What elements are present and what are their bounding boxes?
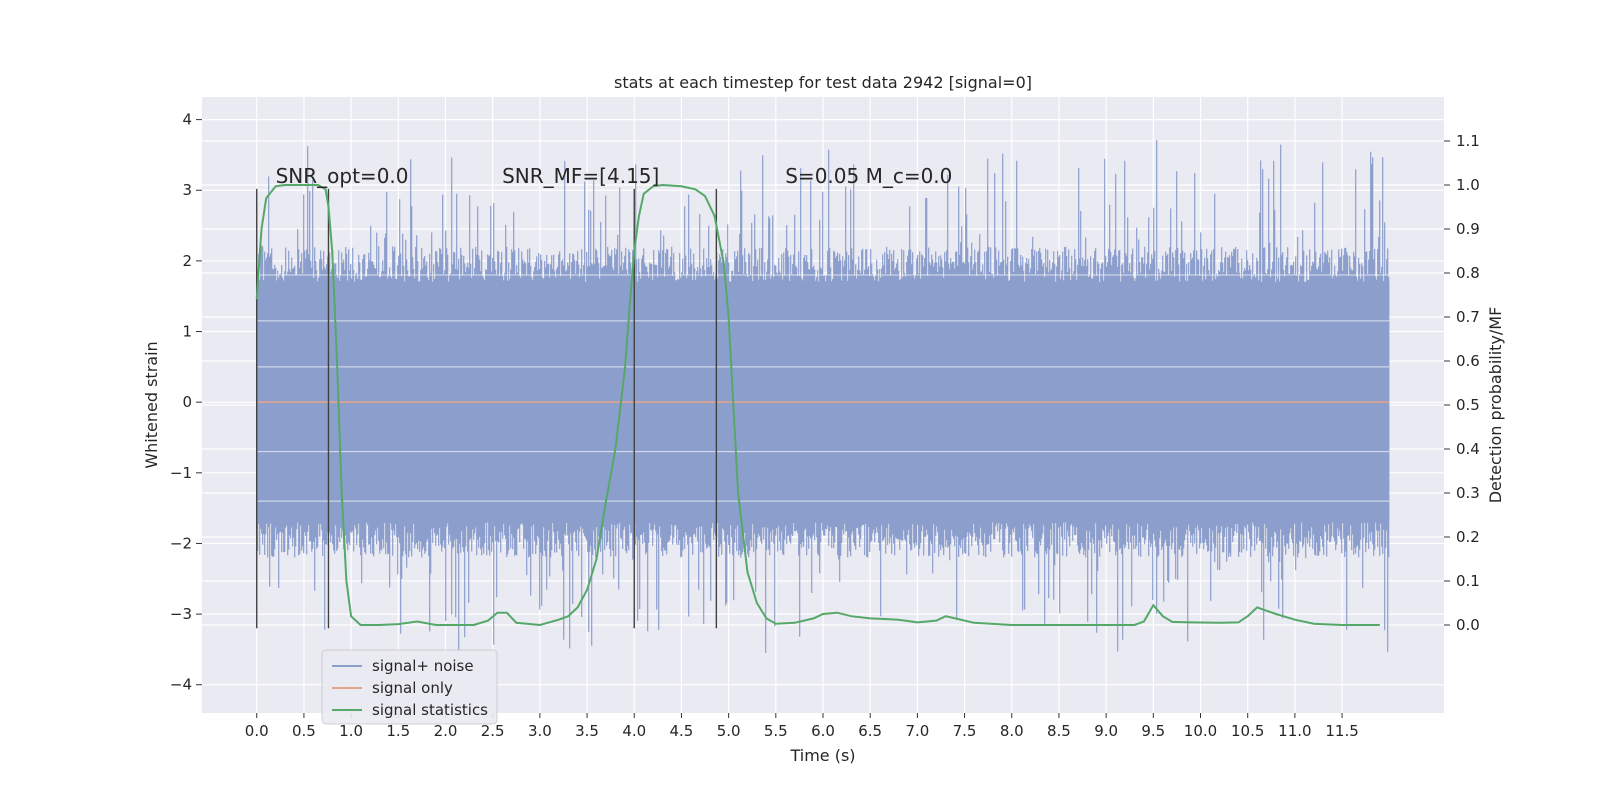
x-tick-label: 1.0 xyxy=(339,722,363,740)
y2-tick-label: 0.3 xyxy=(1456,484,1480,502)
y-axis-label: Whitened strain xyxy=(142,341,161,468)
y-tick-label: 4 xyxy=(182,111,192,129)
legend-label: signal+ noise xyxy=(372,657,474,675)
y2-tick-label: 0.7 xyxy=(1456,308,1480,326)
x-tick-label: 0.5 xyxy=(292,722,316,740)
x-tick-label: 0.0 xyxy=(245,722,269,740)
x-tick-label: 6.5 xyxy=(858,722,882,740)
signal-statistics-line xyxy=(255,183,1380,627)
y2-tick-label: 0.6 xyxy=(1456,352,1480,370)
legend: signal+ noise signal only signal statistic… xyxy=(321,649,498,725)
x-tick-label: 4.5 xyxy=(670,722,694,740)
annotation-text: S=0.05 M_c=0.0 xyxy=(785,164,952,188)
x-axis-ticks: 0.0 0.5 1.0 1.5 2.0 2.5 3.0 3.5 4.0 4.5 5.0 5.5 6.0 6… xyxy=(245,713,1359,740)
y-tick-label: 2 xyxy=(182,252,192,270)
x-tick-label: 4.0 xyxy=(622,722,646,740)
y-tick-label: −4 xyxy=(170,676,192,694)
y2-tick-label: 0.4 xyxy=(1456,440,1480,458)
x-tick-label: 2.5 xyxy=(481,722,505,740)
y2-tick-label: 0.5 xyxy=(1456,396,1480,414)
x-tick-label: 8.5 xyxy=(1047,722,1071,740)
y2-tick-label: 1.1 xyxy=(1456,132,1480,150)
annotation-text: SNR_MF=[4.15] xyxy=(502,164,659,188)
x-tick-label: 5.5 xyxy=(764,722,788,740)
x-tick-label: 11.0 xyxy=(1278,722,1311,740)
y-tick-label: −1 xyxy=(170,464,192,482)
x-tick-label: 2.0 xyxy=(434,722,458,740)
x-tick-label: 8.0 xyxy=(1000,722,1024,740)
x-tick-label: 5.0 xyxy=(717,722,741,740)
chart-title: stats at each timestep for test data 294… xyxy=(614,73,1032,92)
y2-tick-label: 0.1 xyxy=(1456,572,1480,590)
y2-axis-ticks: 0.0 0.1 0.2 0.3 0.4 0.5 0.6 0.7 0.8 0.9 1.0 1.1 xyxy=(1444,132,1480,634)
x-tick-label: 1.5 xyxy=(386,722,410,740)
y2-tick-label: 1.0 xyxy=(1456,176,1480,194)
annotation-text: SNR_opt=0.0 xyxy=(276,164,409,188)
legend-label: signal only xyxy=(372,679,453,697)
x-tick-label: 11.5 xyxy=(1325,722,1358,740)
y-tick-label: 3 xyxy=(182,181,192,199)
y-tick-label: −3 xyxy=(170,605,192,623)
annotations: SNR_opt=0.0 SNR_MF=[4.15] S=0.05 M_c=0.0 xyxy=(276,164,953,188)
y2-tick-label: 0.0 xyxy=(1456,616,1480,634)
y-tick-label: −2 xyxy=(170,534,192,552)
x-tick-label: 3.5 xyxy=(575,722,599,740)
x-tick-label: 10.5 xyxy=(1231,722,1264,740)
legend-label: signal statistics xyxy=(372,701,488,719)
x-tick-label: 9.0 xyxy=(1094,722,1118,740)
vertical-markers xyxy=(256,188,718,629)
x-tick-label: 7.5 xyxy=(953,722,977,740)
y2-tick-label: 0.9 xyxy=(1456,220,1480,238)
y2-tick-label: 0.2 xyxy=(1456,528,1480,546)
y2-axis-label: Detection probability/MF xyxy=(1486,307,1505,504)
x-tick-label: 3.0 xyxy=(528,722,552,740)
x-tick-label: 9.5 xyxy=(1141,722,1165,740)
x-tick-label: 6.0 xyxy=(811,722,835,740)
series-signal-statistics xyxy=(255,183,1380,627)
y-axis-ticks: −4 −3 −2 −1 0 1 2 3 4 xyxy=(170,111,202,694)
y-tick-label: 1 xyxy=(182,323,192,341)
y2-tick-label: 0.8 xyxy=(1456,264,1480,282)
x-axis-label: Time (s) xyxy=(789,746,855,765)
legend-box xyxy=(321,649,498,725)
x-tick-label: 7.0 xyxy=(905,722,929,740)
y-tick-label: 0 xyxy=(182,393,192,411)
x-tick-label: 10.0 xyxy=(1184,722,1217,740)
